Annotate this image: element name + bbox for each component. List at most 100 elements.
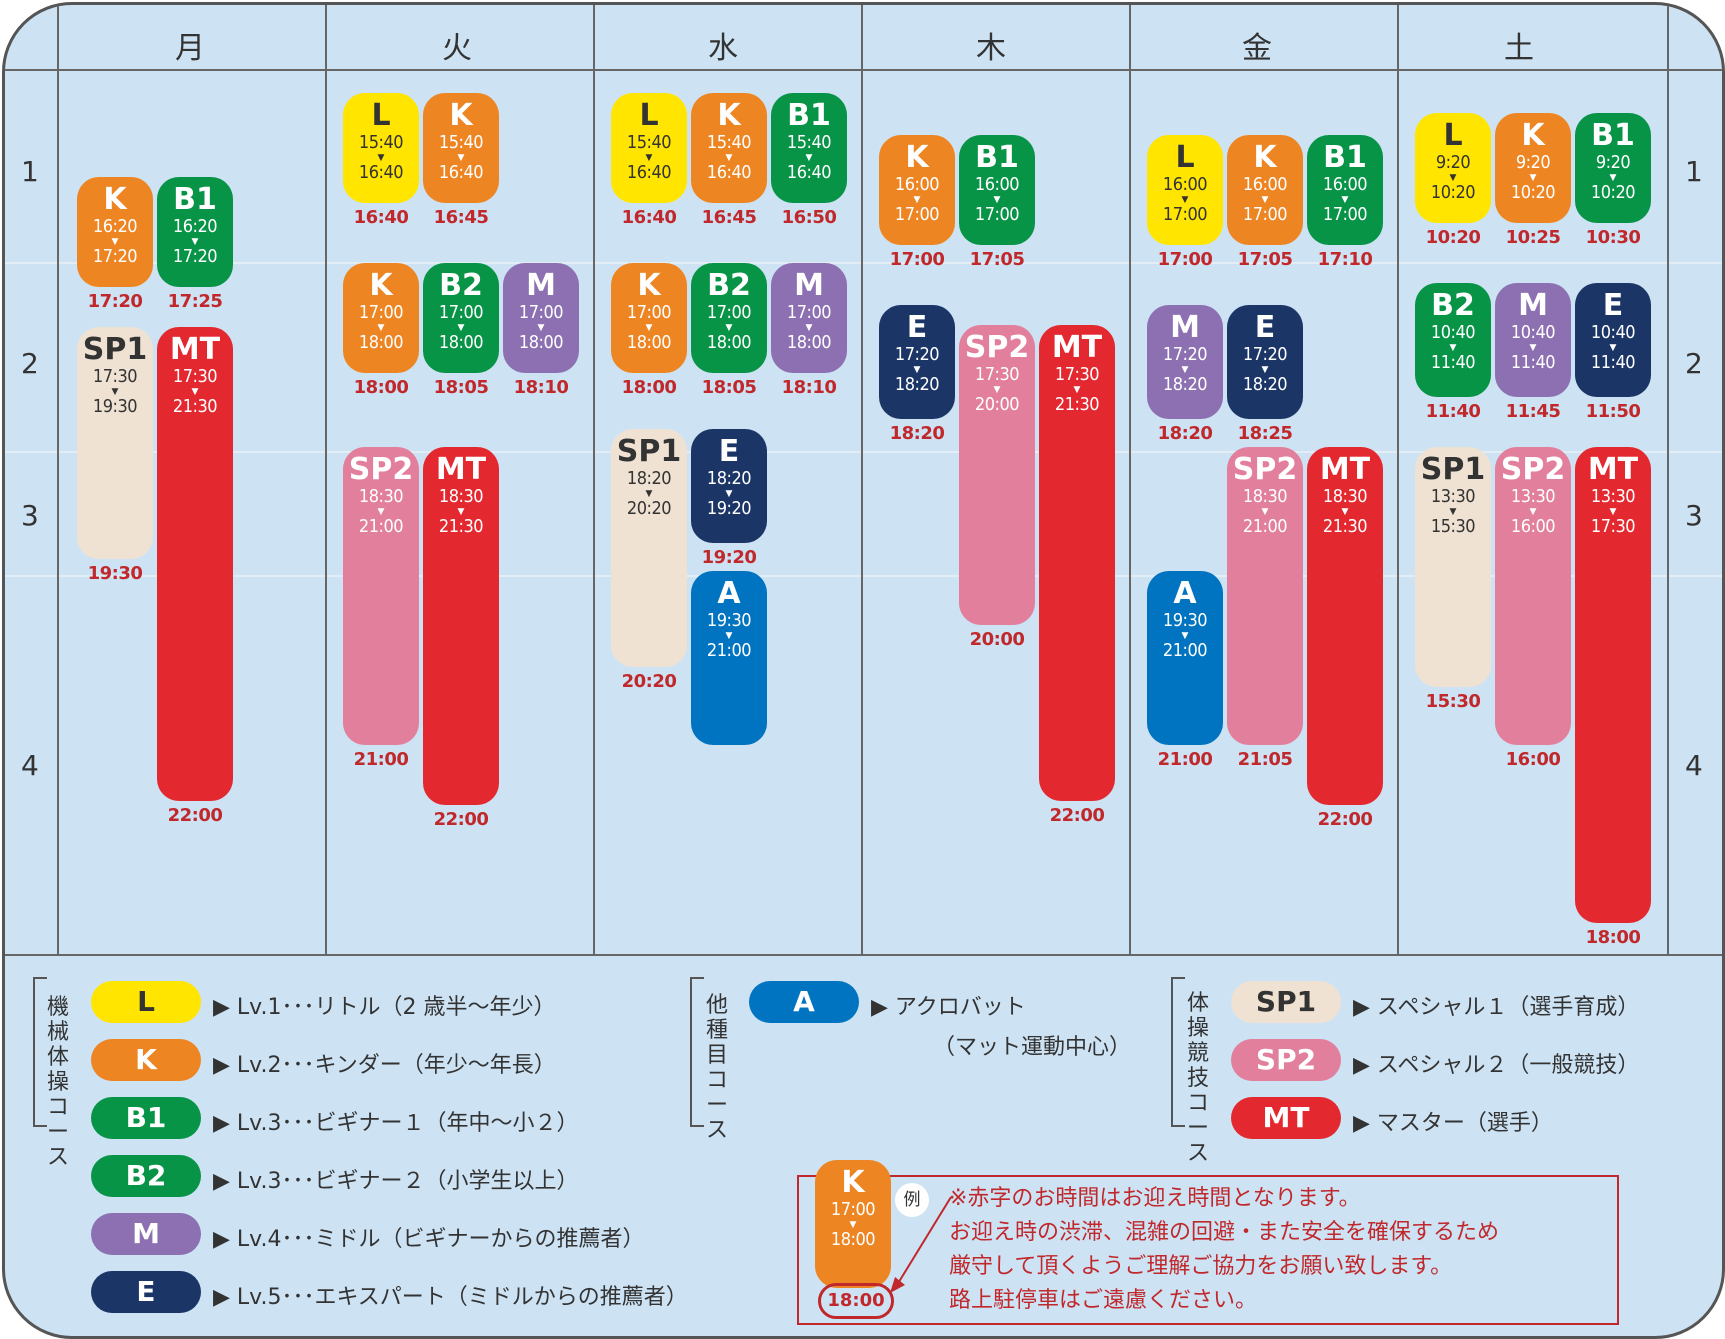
start-time: 18:20: [706, 468, 752, 489]
arrow-down-icon: ▼: [191, 387, 199, 397]
class-block-tue-mt: MT 18:30 ▼ 21:30: [423, 447, 499, 805]
class-block-sat-b1: B1 9:20 ▼ 10:20: [1575, 113, 1651, 223]
class-code: A: [717, 576, 741, 611]
day-label-tue: 火: [442, 31, 472, 66]
arrow-down-icon: ▼: [993, 385, 1001, 395]
arrow-down-icon: ▼: [377, 507, 385, 517]
class-code: B2: [707, 268, 751, 303]
pickup-time: 16:45: [701, 207, 757, 228]
legend-text-sp1: ▶ スペシャル１（選手育成）: [1353, 995, 1640, 1020]
day-label-thu: 木: [976, 31, 1006, 66]
arrow-down-icon: ▼: [1073, 385, 1081, 395]
arrow-down-icon: ▼: [725, 489, 733, 499]
end-time: 18:20: [1162, 374, 1208, 395]
class-block-tue-k2: K 17:00 ▼ 18:00: [343, 263, 419, 373]
end-time: 18:00: [706, 332, 752, 353]
note-line-2: お迎え時の渋滞、混雑の回避・また安全を確保するため: [949, 1220, 1500, 1245]
end-time: 16:40: [438, 162, 484, 183]
arrow-down-icon: ▼: [1529, 343, 1537, 353]
class-block-thu-e: E 17:20 ▼ 18:20: [879, 305, 955, 419]
pickup-time: 16:40: [353, 207, 409, 228]
class-block-tue-sp2: SP2 18:30 ▼ 21:00: [343, 447, 419, 745]
class-block-wed-sp1: SP1 18:20 ▼ 20:20: [611, 429, 687, 667]
arrow-down-icon: ▼: [1181, 631, 1189, 641]
class-code: M: [526, 268, 556, 303]
legend-text-l: ▶ Lv.1･･･リトル（2 歳半〜年少）: [213, 995, 556, 1020]
end-time: 17:20: [92, 246, 138, 267]
start-time: 19:30: [1162, 610, 1208, 631]
start-time: 16:00: [974, 174, 1020, 195]
pickup-time: 16:50: [781, 207, 837, 228]
hour-label-right-1: 1: [1685, 155, 1703, 188]
class-code: B1: [1323, 140, 1367, 175]
pickup-time: 15:30: [1425, 691, 1481, 712]
start-time: 15:40: [358, 132, 404, 153]
start-time: 10:40: [1430, 322, 1476, 343]
start-time: 17:30: [1054, 364, 1100, 385]
legend-bracket: [690, 977, 704, 1127]
arrow-down-icon: ▼: [111, 387, 119, 397]
day-label-wed: 水: [708, 31, 738, 66]
end-time: 18:20: [894, 374, 940, 395]
start-time: 17:00: [438, 302, 484, 323]
class-block-fri-b1: B1 16:00 ▼ 17:00: [1307, 135, 1383, 245]
start-time: 16:20: [172, 216, 218, 237]
arrow-down-icon: ▼: [1341, 195, 1349, 205]
legend-pill-b2: B2: [91, 1155, 201, 1197]
end-time: 16:40: [626, 162, 672, 183]
row-divider: [5, 451, 1722, 453]
class-block-tue-b2: B2 17:00 ▼ 18:00: [423, 263, 499, 373]
pickup-time: 11:50: [1585, 401, 1641, 422]
example-start: 17:00: [830, 1199, 876, 1220]
arrow-down-icon: ▼: [1529, 173, 1537, 183]
end-time: 21:00: [706, 640, 752, 661]
start-time: 17:00: [358, 302, 404, 323]
start-time: 16:00: [1242, 174, 1288, 195]
class-code: E: [1254, 310, 1276, 345]
start-time: 18:20: [626, 468, 672, 489]
start-time: 18:30: [1322, 486, 1368, 507]
class-block-wed-l: L 15:40 ▼ 16:40: [611, 93, 687, 203]
arrow-down-icon: ▼: [1181, 365, 1189, 375]
pickup-time: 18:20: [1157, 423, 1213, 444]
hour-label-left-3: 3: [21, 499, 39, 532]
start-time: 9:20: [1435, 152, 1471, 173]
pickup-time: 16:45: [433, 207, 489, 228]
legend-group1-title: 機械体操コース: [46, 995, 69, 1170]
class-block-thu-k: K 16:00 ▼ 17:00: [879, 135, 955, 245]
start-time: 17:00: [626, 302, 672, 323]
class-code: K: [449, 98, 473, 133]
start-time: 13:30: [1510, 486, 1556, 507]
end-time: 18:20: [1242, 374, 1288, 395]
pickup-time: 19:30: [87, 563, 143, 584]
class-code: SP1: [1420, 452, 1486, 487]
end-time: 10:20: [1590, 182, 1636, 203]
pickup-time: 17:00: [1157, 249, 1213, 270]
start-time: 17:00: [786, 302, 832, 323]
class-code: SP2: [1232, 452, 1298, 487]
legend-pill-m: M: [91, 1213, 201, 1255]
arrow-down-icon: ▼: [1261, 507, 1269, 517]
class-block-wed-k2: K 17:00 ▼ 18:00: [611, 263, 687, 373]
start-time: 16:00: [894, 174, 940, 195]
pickup-time: 18:00: [621, 377, 677, 398]
start-time: 10:40: [1510, 322, 1556, 343]
arrow-down-icon: ▼: [1181, 195, 1189, 205]
arrow-down-icon: ▼: [1609, 507, 1617, 517]
row-divider: [5, 262, 1722, 264]
class-code: MT: [435, 452, 487, 487]
pickup-time: 11:45: [1505, 401, 1561, 422]
class-code: MT: [1319, 452, 1371, 487]
class-code: E: [1602, 288, 1624, 323]
pickup-time: 21:00: [353, 749, 409, 770]
class-block-sat-mt: MT 13:30 ▼ 17:30: [1575, 447, 1651, 923]
class-block-fri-sp2: SP2 18:30 ▼ 21:00: [1227, 447, 1303, 745]
class-block-fri-k: K 16:00 ▼ 17:00: [1227, 135, 1303, 245]
end-time: 11:40: [1590, 352, 1636, 373]
arrow-down-icon: ▼: [191, 237, 199, 247]
end-time: 19:30: [92, 396, 138, 417]
example-block-k: K 17:00 ▼ 18:00: [815, 1160, 891, 1288]
end-time: 17:00: [894, 204, 940, 225]
start-time: 10:40: [1590, 322, 1636, 343]
class-block-wed-a: A 19:30 ▼ 21:00: [691, 571, 767, 745]
